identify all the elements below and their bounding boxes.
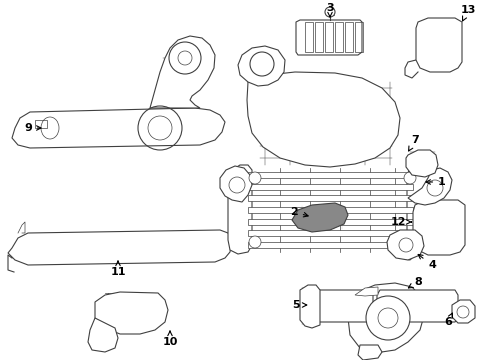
Bar <box>248 230 413 236</box>
Polygon shape <box>220 166 252 202</box>
Text: 7: 7 <box>409 135 419 151</box>
Polygon shape <box>377 290 458 322</box>
Polygon shape <box>355 287 378 296</box>
Bar <box>345 22 353 52</box>
Bar <box>355 22 363 52</box>
Polygon shape <box>95 292 168 334</box>
Polygon shape <box>300 285 320 328</box>
Circle shape <box>404 236 416 248</box>
Polygon shape <box>387 230 424 260</box>
Polygon shape <box>408 168 452 205</box>
Text: 13: 13 <box>460 5 476 21</box>
Polygon shape <box>238 46 285 86</box>
Polygon shape <box>452 300 475 323</box>
Polygon shape <box>406 150 438 177</box>
Polygon shape <box>413 200 465 255</box>
Text: 2: 2 <box>290 207 308 217</box>
Bar <box>248 242 413 248</box>
Circle shape <box>366 296 410 340</box>
Text: 5: 5 <box>292 300 307 310</box>
Bar <box>35 120 47 128</box>
Bar <box>248 195 413 201</box>
Circle shape <box>325 7 335 17</box>
Text: 10: 10 <box>162 331 178 347</box>
Polygon shape <box>88 318 118 352</box>
Polygon shape <box>247 72 400 167</box>
Text: 8: 8 <box>408 277 422 288</box>
Bar <box>248 172 413 178</box>
Circle shape <box>249 236 261 248</box>
Polygon shape <box>292 203 348 232</box>
Text: 12: 12 <box>390 217 412 227</box>
Bar <box>325 22 333 52</box>
Polygon shape <box>150 36 215 108</box>
Bar <box>248 219 413 225</box>
Text: 9: 9 <box>24 123 41 133</box>
Bar <box>305 22 313 52</box>
Bar <box>248 184 413 190</box>
Polygon shape <box>416 18 462 72</box>
Text: 3: 3 <box>326 3 334 17</box>
Bar <box>248 207 413 213</box>
Circle shape <box>249 172 261 184</box>
Circle shape <box>457 306 469 318</box>
Polygon shape <box>12 108 225 148</box>
Text: 4: 4 <box>418 255 436 270</box>
Bar <box>335 22 343 52</box>
Polygon shape <box>307 290 373 322</box>
Polygon shape <box>358 345 382 360</box>
Polygon shape <box>228 165 252 254</box>
Polygon shape <box>8 230 232 265</box>
Text: 6: 6 <box>444 313 452 327</box>
Text: 1: 1 <box>426 177 446 187</box>
Circle shape <box>404 172 416 184</box>
Text: 11: 11 <box>110 261 126 277</box>
Polygon shape <box>348 283 425 353</box>
Polygon shape <box>407 165 435 252</box>
Bar <box>315 22 323 52</box>
